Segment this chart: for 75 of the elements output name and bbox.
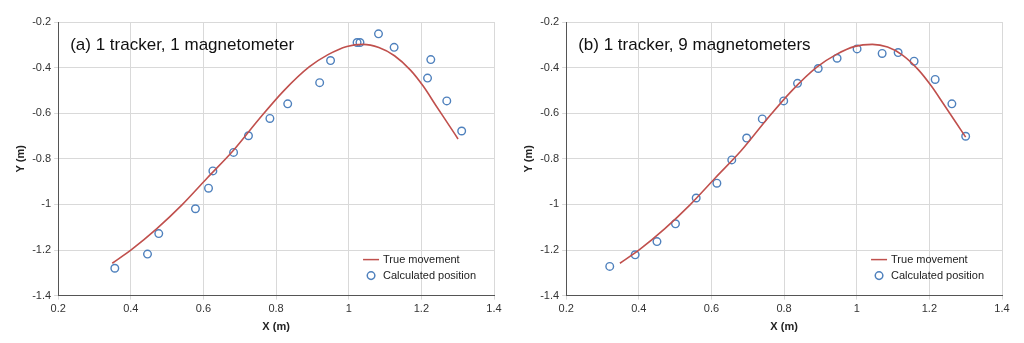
point	[742, 133, 752, 143]
y-tick-label: -1.4	[540, 288, 560, 301]
point	[832, 53, 842, 63]
x-tick-label: 0.6	[703, 302, 720, 315]
point	[283, 99, 293, 109]
point	[389, 42, 399, 52]
point	[204, 183, 214, 193]
point	[893, 48, 903, 58]
point	[852, 44, 862, 54]
x-tick-label: 0.8	[776, 302, 792, 315]
x-tick-label: 0.8	[268, 302, 284, 315]
y-tick-label: -1.2	[32, 243, 52, 256]
y-tick-label: -1	[549, 197, 560, 210]
y-tick-label: -1.2	[540, 243, 560, 256]
y-axis-title: Y (m)	[521, 144, 534, 173]
y-tick-label: -0.4	[540, 60, 560, 73]
x-tick-label: 1.4	[994, 302, 1010, 315]
point	[909, 56, 919, 66]
x-tick-label: 1.2	[921, 302, 938, 315]
legend-label: True movement	[891, 252, 968, 265]
x-tick-label: 1	[345, 302, 352, 315]
x-tick-label: 1	[853, 302, 860, 315]
point	[243, 131, 253, 141]
y-tick-label: -0.4	[32, 60, 52, 73]
point	[326, 56, 336, 66]
point	[426, 55, 436, 65]
y-tick-label: -0.2	[540, 15, 560, 28]
x-tick-label: 0.2	[50, 302, 66, 315]
point	[727, 155, 737, 165]
y-tick-label: -0.8	[540, 151, 560, 164]
x-tick-label: 0.6	[195, 302, 212, 315]
point	[813, 64, 823, 74]
legend-label: Calculated position	[891, 268, 985, 281]
y-tick-label: -0.6	[32, 106, 52, 119]
point	[315, 78, 325, 88]
point	[457, 126, 467, 136]
point	[757, 114, 767, 124]
y-axis-title: Y (m)	[13, 144, 26, 173]
legend-label: True movement	[383, 252, 460, 265]
point	[605, 261, 615, 271]
x-tick-label: 0.4	[631, 302, 647, 315]
x-axis-title: X (m)	[770, 320, 799, 333]
text: (b) 1 tracker, 9 magnetometers	[578, 34, 811, 54]
x-axis-title: X (m)	[262, 320, 291, 333]
y-tick-label: -0.6	[540, 106, 560, 119]
point	[423, 73, 433, 83]
point	[961, 131, 971, 141]
point	[947, 99, 957, 109]
point	[229, 147, 239, 157]
point	[154, 229, 164, 239]
point	[265, 113, 275, 123]
point	[190, 204, 200, 214]
x-tick-label: 1.4	[486, 302, 502, 315]
point	[779, 96, 789, 106]
point	[930, 74, 940, 84]
point	[691, 193, 701, 203]
y-tick-label: -0.2	[32, 15, 52, 28]
point	[374, 29, 383, 39]
point	[143, 249, 152, 259]
y-tick-label: -1	[41, 197, 52, 210]
x-tick-label: 1.2	[413, 302, 430, 315]
y-tick-label: -1.4	[32, 288, 52, 301]
x-tick-label: 0.2	[558, 302, 574, 315]
text: (a) 1 tracker, 1 magnetometer	[70, 34, 295, 54]
x-tick-label: 0.4	[123, 302, 139, 315]
point	[442, 96, 452, 106]
point	[877, 48, 887, 58]
point	[712, 178, 722, 188]
point	[652, 237, 662, 247]
point	[630, 250, 640, 260]
legend-label: Calculated position	[383, 268, 477, 281]
point	[208, 166, 218, 176]
point	[793, 78, 803, 88]
y-tick-label: -0.8	[32, 151, 52, 164]
point	[110, 263, 120, 273]
